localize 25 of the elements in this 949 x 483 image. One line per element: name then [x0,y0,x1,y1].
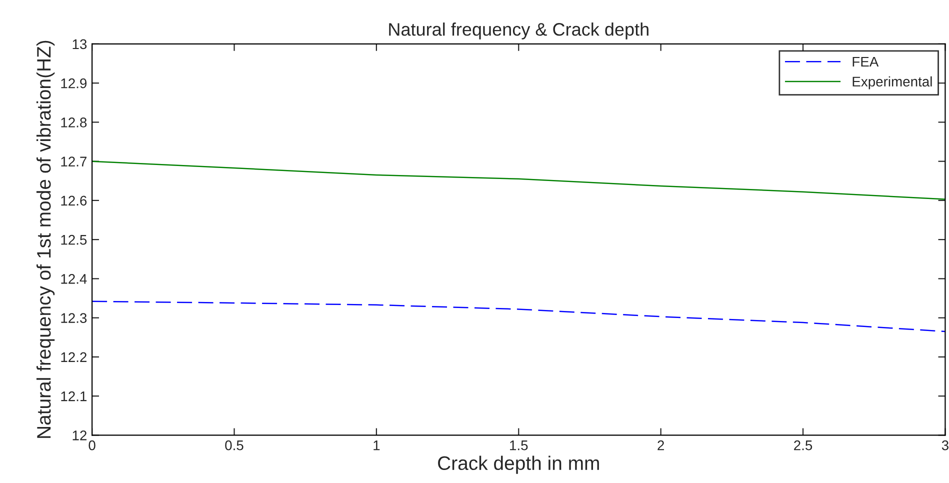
x-tick-label: 1.5 [510,440,528,450]
chart-title: Natural frequency & Crack depth [389,22,648,40]
x-tick-label: 3 [942,440,948,450]
legend-label: FEA [852,56,879,67]
x-tick-label: 0 [88,440,96,450]
y-tick-label: 12.1 [61,391,87,402]
y-tick-label: 12 [72,430,86,440]
line-series [92,300,946,332]
x-tick-label: 0.5 [225,440,244,450]
x-tick-label: 1 [374,440,380,450]
y-axis-title: Natural frequency of 1st mode of vibration(HZ) [36,40,55,438]
x-tick-label: 2.5 [794,440,812,450]
legend-label: Experimental [852,76,932,90]
x-axis-title: Crack depth in mm [438,456,599,474]
line-series [92,160,946,200]
y-tick-label: 12.9 [61,78,87,88]
y-tick-label: 12.5 [61,234,87,245]
y-tick-label: 12.6 [61,196,87,206]
y-tick-label: 12.7 [61,156,86,166]
y-tick-label: 13 [72,39,87,50]
y-tick-label: 12.3 [61,313,87,323]
y-tick-label: 12.2 [61,352,86,362]
x-tick-label: 2 [658,440,664,450]
y-tick-label: 12.8 [61,118,87,128]
y-tick-label: 12.4 [61,274,87,284]
